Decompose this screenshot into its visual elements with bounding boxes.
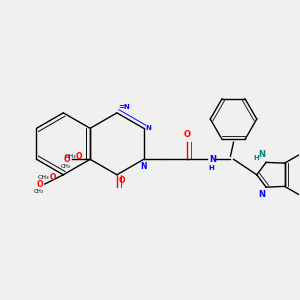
Text: CH₃: CH₃ (64, 154, 76, 159)
Text: N: N (258, 190, 265, 199)
Text: H: H (209, 165, 214, 171)
Text: O: O (184, 130, 190, 139)
Text: O: O (49, 173, 56, 182)
Text: N: N (209, 155, 216, 164)
Text: H: H (253, 155, 259, 161)
Text: N: N (140, 162, 147, 171)
Text: O: O (64, 155, 70, 164)
Text: N: N (145, 125, 151, 131)
Text: O: O (37, 180, 43, 189)
Text: O: O (118, 176, 125, 185)
Text: CH₃: CH₃ (34, 189, 44, 194)
Text: CH₃: CH₃ (38, 176, 49, 180)
Text: =N: =N (118, 104, 130, 110)
Text: O: O (76, 152, 83, 161)
Text: CH₃: CH₃ (60, 164, 70, 169)
Text: N: N (258, 150, 265, 159)
